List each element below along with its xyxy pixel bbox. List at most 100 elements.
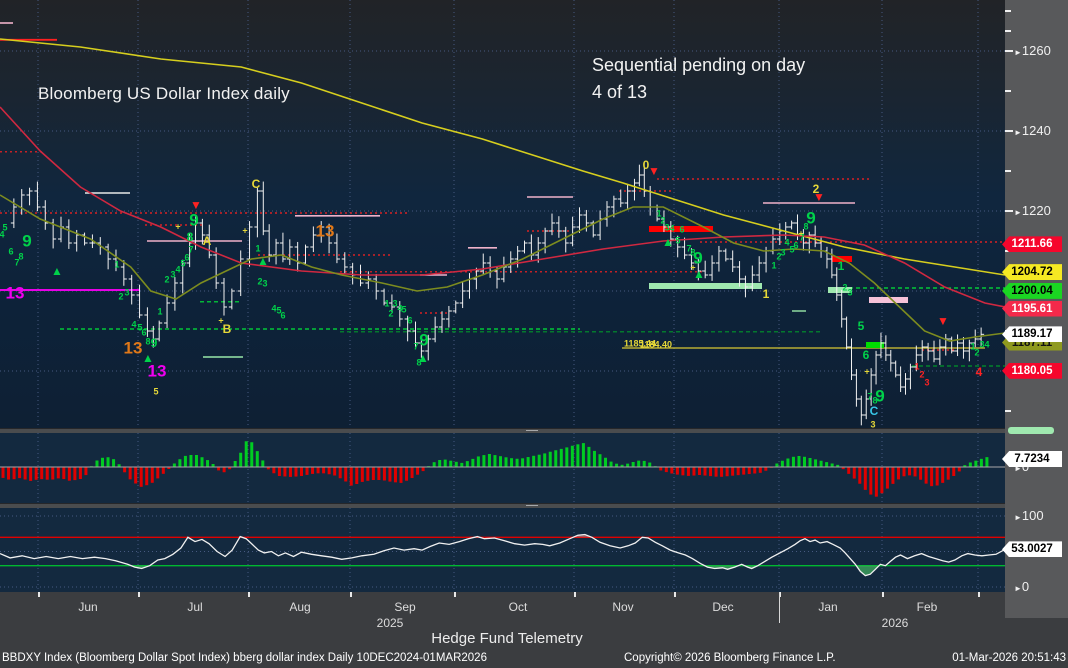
demark-mark: 8 <box>145 336 150 346</box>
demark-mark: ▲ <box>693 267 705 281</box>
demark-mark: 1 <box>656 208 661 218</box>
demark-mark: 4 <box>669 223 674 233</box>
demark-mark: 0 <box>643 158 650 172</box>
year-divider <box>779 592 780 623</box>
demark-mark: 1 <box>255 243 260 253</box>
time-axis-tick-icon <box>674 592 676 597</box>
demark-mark: 1 <box>114 259 119 269</box>
demark-mark: 9 <box>22 231 31 250</box>
time-axis-tick-icon <box>454 592 456 597</box>
price-badge: 1195.61 <box>1002 300 1062 317</box>
oscillator-canvas[interactable] <box>0 433 1005 503</box>
demark-mark: 4 <box>397 303 402 313</box>
demark-mark: 7 <box>413 341 418 351</box>
demark-mark: 1 <box>384 298 389 308</box>
demark-mark: 4 <box>175 264 180 274</box>
demark-mark: 1 <box>914 361 919 371</box>
demark-mark: B <box>223 322 232 336</box>
demark-mark: 2 <box>776 251 781 261</box>
level-band <box>649 283 762 289</box>
price-chart-panel[interactable]: 5 6 7 8 9 13 ▲ 4 1 2 3 4 5 6 8 9 13 ▲ 13 5 + ▼ 9 8 A 2 3 4 5 6 7 1 + B C + ▲… <box>0 0 1005 428</box>
time-axis-tick-icon <box>38 592 40 597</box>
month-label-dec: Dec <box>712 600 734 614</box>
demark-mark: + <box>864 366 869 376</box>
demark-mark: 7 <box>686 243 691 253</box>
demark-mark: 3 <box>780 247 785 257</box>
demark-mark: ▲ <box>662 235 674 249</box>
footer-copyright: Copyright© 2026 Bloomberg Finance L.P. <box>624 652 836 664</box>
demark-mark: + <box>242 225 247 235</box>
axis-tick-icon <box>1005 30 1011 32</box>
demark-mark: 5 <box>401 304 406 314</box>
demark-mark: ▼ <box>648 164 660 178</box>
price-axis-label: ►1220 <box>1014 203 1051 218</box>
footer-security-description: BBDXY Index (Bloomberg Dollar Spot Index… <box>2 652 487 664</box>
demark-mark: 5 <box>276 305 281 315</box>
demark-mark: 13 <box>316 221 335 240</box>
month-label-feb: Feb <box>916 600 938 614</box>
panel-axis-label: ►100 <box>1014 508 1044 523</box>
demark-mark: 5 <box>180 258 185 268</box>
chart-title: Bloomberg US Dollar Index daily <box>38 84 290 103</box>
sequential-annotation: Sequential pending on day 4 of 13 <box>592 52 805 106</box>
time-axis-tick-icon <box>248 592 250 597</box>
stochastic-value-line <box>0 533 1005 577</box>
price-badge: 1180.05 <box>1002 362 1062 379</box>
stochastic-panel[interactable] <box>0 508 1005 592</box>
demark-mark: 1185.44 <box>624 338 656 348</box>
time-axis-tick-icon <box>978 592 980 597</box>
demark-mark: 3 <box>847 287 852 297</box>
demark-mark: 13 <box>6 283 25 302</box>
demark-mark: 8 <box>803 221 808 231</box>
demark-mark: 1 <box>970 341 975 351</box>
demark-mark: 6 <box>793 240 798 250</box>
demark-mark: 2 <box>118 291 123 301</box>
short-ma <box>0 194 1005 342</box>
axis-tick-icon <box>1005 50 1013 52</box>
time-axis-tick-icon <box>350 592 352 597</box>
demark-mark: 6 <box>8 246 13 256</box>
price-axis-label: ►1240 <box>1014 123 1051 138</box>
demark-mark: 2 <box>842 282 847 292</box>
demark-mark: 13 <box>148 361 167 380</box>
demark-mark: 6 <box>407 315 412 325</box>
demark-mark: ▼ <box>937 314 949 328</box>
time-axis-tick-icon <box>779 592 781 597</box>
oscillator-panel[interactable] <box>0 433 1005 503</box>
demark-mark: 6 <box>280 310 285 320</box>
demark-mark: 6 <box>863 348 870 362</box>
demark-mark: 3 <box>124 287 129 297</box>
demark-mark: 7 <box>867 391 872 401</box>
month-label-jul: Jul <box>187 600 203 614</box>
stochastic-canvas[interactable] <box>0 508 1005 592</box>
axis-tick-icon <box>1005 410 1011 412</box>
demark-mark: + <box>175 221 180 231</box>
axis-tick-icon <box>1005 210 1013 212</box>
demark-mark: 5 <box>789 244 794 254</box>
demark-mark: 6 <box>679 224 684 234</box>
time-axis-tick-icon <box>138 592 140 597</box>
demark-mark: 2 <box>974 347 979 357</box>
demark-mark: 1 <box>838 259 845 273</box>
demark-mark: 1184.40 <box>640 339 672 349</box>
price-badge: 1204.72 <box>1002 264 1062 281</box>
demark-mark: 4 <box>984 339 989 349</box>
time-axis-tick-icon <box>882 592 884 597</box>
demark-mark: ▲ <box>417 351 429 365</box>
medium-ma <box>0 106 1005 308</box>
demark-mark: 8 <box>872 395 877 405</box>
demark-mark: 3 <box>392 298 397 308</box>
axis-tick-icon <box>1005 130 1013 132</box>
demark-mark: ▼ <box>813 190 825 204</box>
demark-mark: C <box>252 177 261 191</box>
sequential-annotation-line2: 4 of 13 <box>592 82 648 102</box>
price-badge: 1200.04 <box>1002 282 1062 299</box>
sequential-annotation-line1: Sequential pending on day <box>592 55 806 75</box>
demark-mark: 5 <box>137 322 142 332</box>
demark-mark: 7 <box>14 257 19 267</box>
month-label-nov: Nov <box>612 600 634 614</box>
axis-corner <box>1005 618 1068 668</box>
demark-mark: 5 <box>675 235 680 245</box>
